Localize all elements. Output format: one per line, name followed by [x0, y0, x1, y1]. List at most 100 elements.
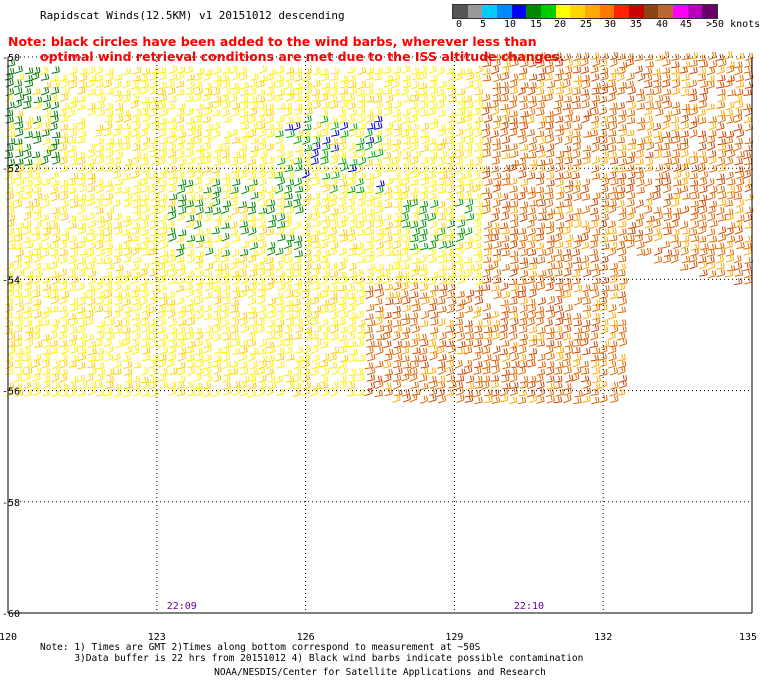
wind-barb — [78, 130, 87, 138]
wind-barb — [582, 145, 592, 152]
wind-barb — [105, 109, 114, 117]
wind-barb — [78, 319, 88, 328]
wind-barb — [104, 228, 113, 237]
wind-barb — [438, 305, 447, 313]
wind-barb — [239, 254, 248, 264]
wind-barb — [24, 165, 33, 173]
wind-barb — [429, 380, 438, 389]
wind-barb — [564, 304, 573, 312]
wind-barb — [708, 116, 717, 124]
wind-barb — [239, 361, 248, 369]
wind-barb — [321, 284, 330, 293]
wind-barb — [411, 108, 420, 117]
wind-barb — [42, 368, 51, 376]
wind-barb — [59, 131, 68, 139]
wind-barb — [187, 206, 196, 215]
wind-barb — [662, 199, 671, 208]
wind-barb — [330, 100, 339, 109]
wind-barb — [95, 88, 104, 96]
wind-barb — [213, 365, 222, 375]
wind-barb — [232, 291, 241, 300]
wind-barb — [474, 296, 484, 305]
wind-barb — [34, 341, 43, 348]
wind-barb — [401, 313, 410, 321]
wind-barb — [87, 276, 96, 285]
wind-barb — [409, 115, 418, 124]
wind-barb — [158, 81, 167, 90]
wind-barb — [112, 256, 121, 265]
wind-barb — [355, 310, 364, 319]
wind-barb — [438, 151, 448, 159]
wind-barb — [131, 247, 140, 256]
wind-barb — [673, 163, 682, 172]
wind-barb — [608, 74, 617, 82]
wind-barb — [392, 305, 401, 314]
wind-barb — [626, 95, 635, 103]
wind-barb — [535, 276, 544, 284]
wind-barb — [419, 367, 429, 376]
wind-barb — [403, 124, 412, 132]
wind-barb — [222, 353, 231, 363]
wind-barb — [582, 156, 591, 165]
wind-barb — [373, 158, 382, 166]
wind-barb — [437, 366, 446, 376]
wind-barb — [598, 95, 608, 104]
wind-barb — [384, 242, 394, 250]
wind-barb — [564, 87, 573, 96]
wind-barb — [554, 325, 563, 334]
wind-barb — [427, 290, 436, 299]
wind-barb — [59, 282, 68, 291]
wind-barb — [411, 170, 420, 179]
wind-barb — [23, 150, 32, 160]
wind-barb — [366, 304, 375, 312]
wind-barb — [175, 72, 184, 81]
wind-barb — [131, 129, 140, 138]
wind-barb — [493, 291, 502, 300]
wind-barb — [528, 82, 537, 89]
wind-barb — [123, 113, 132, 123]
wind-barb — [599, 303, 608, 312]
wind-barb — [338, 142, 347, 152]
wind-barb — [366, 340, 375, 348]
wind-barb — [526, 219, 535, 229]
wind-barb — [13, 325, 23, 333]
wind-barb — [193, 93, 202, 102]
wind-barb — [401, 116, 411, 125]
wind-barb — [132, 200, 142, 209]
wind-barb — [121, 136, 130, 145]
wind-barb — [294, 145, 303, 153]
wind-barb — [635, 213, 644, 222]
wind-barb — [618, 124, 627, 131]
wind-barb — [607, 80, 616, 88]
wind-barb — [277, 213, 286, 222]
wind-barb — [329, 178, 338, 187]
wind-barb — [294, 346, 304, 355]
wind-barb — [42, 137, 51, 146]
wind-barb — [176, 109, 185, 116]
wind-barb — [384, 221, 393, 230]
wind-barb — [285, 67, 295, 74]
wind-barb — [249, 80, 258, 88]
wind-barb — [717, 248, 726, 257]
wind-barb — [68, 334, 78, 342]
wind-barb — [203, 368, 212, 377]
wind-barb — [122, 89, 131, 97]
wind-barb — [410, 156, 419, 166]
wind-barb — [87, 66, 96, 75]
footer-line-1: Note: 1) Times are GMT 2)Times along bot… — [40, 642, 481, 653]
wind-barb — [727, 222, 736, 230]
wind-barb — [365, 136, 375, 144]
wind-barb — [322, 261, 331, 270]
wind-barb — [131, 382, 141, 390]
wind-barb — [157, 326, 166, 334]
wind-barb — [69, 297, 79, 306]
wind-barb — [400, 213, 409, 223]
wind-barb — [330, 122, 339, 131]
wind-barb — [529, 338, 538, 347]
wind-barb — [357, 81, 366, 90]
wind-barb — [113, 327, 123, 334]
wind-barb — [195, 150, 205, 159]
wind-barb — [537, 150, 546, 159]
wind-barb — [113, 368, 122, 375]
wind-barb — [654, 172, 664, 181]
